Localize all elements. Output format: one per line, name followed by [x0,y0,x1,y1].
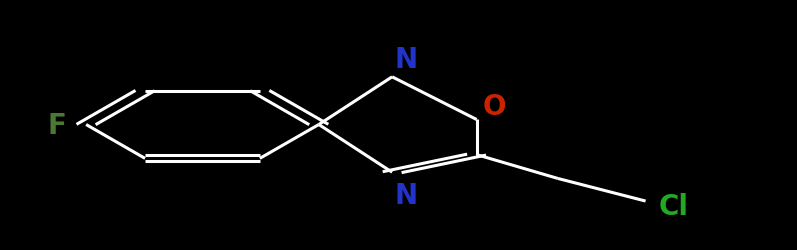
Text: O: O [480,90,508,123]
Text: N: N [395,46,418,74]
Text: F: F [46,108,69,142]
Text: N: N [392,178,421,212]
Text: F: F [48,111,67,139]
Text: O: O [482,92,506,120]
Text: N: N [395,181,418,209]
Text: Cl: Cl [655,190,692,223]
Text: Cl: Cl [658,192,689,220]
Text: N: N [392,44,421,76]
